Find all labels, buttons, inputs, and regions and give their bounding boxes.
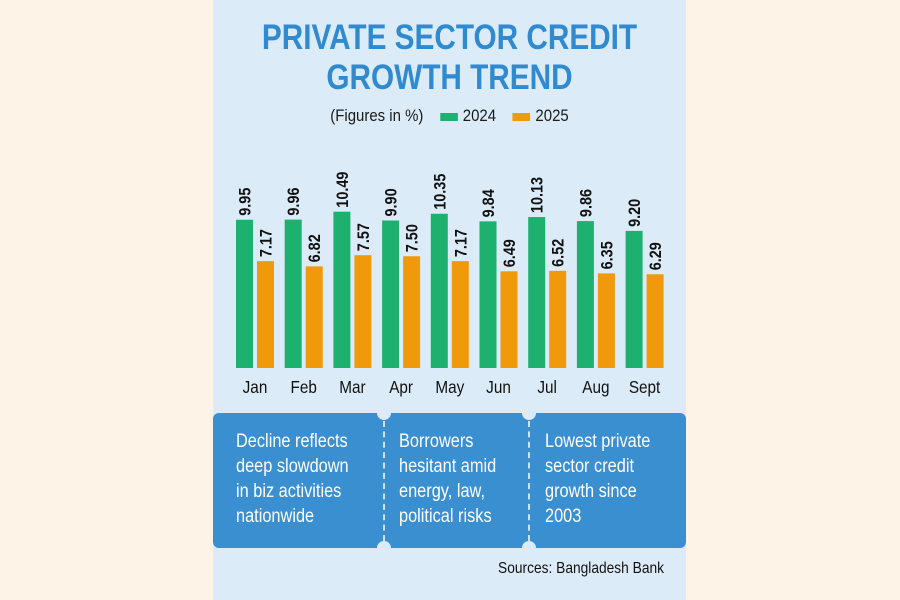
- bar-2025-Sept: [646, 274, 664, 368]
- bar-2024-Jul: [528, 217, 546, 368]
- data-label-2024-May: 10.35: [431, 173, 449, 209]
- legend-label-2024: 2024: [462, 106, 497, 125]
- data-label-2025-Jan: 7.17: [257, 229, 275, 257]
- data-label-2025-May: 7.17: [452, 229, 470, 257]
- x-tick-label: Jun: [486, 377, 511, 397]
- x-tick-label: Jan: [243, 377, 268, 397]
- bar-2025-May: [451, 261, 469, 368]
- bar-2025-Jan: [257, 261, 274, 368]
- bar-2024-Feb: [284, 219, 302, 368]
- bar-chart: 9.957.17Jan9.966.82Feb10.497.57Mar9.907.…: [236, 171, 665, 397]
- data-label-2024-Mar: 10.49: [334, 171, 352, 207]
- bar-2025-Jun: [500, 271, 518, 368]
- data-label-2024-Jun: 9.84: [480, 189, 498, 217]
- notch: [522, 541, 536, 555]
- notch: [522, 406, 536, 420]
- x-tick-label: Jul: [537, 377, 557, 397]
- data-label-2024-Sept: 9.20: [626, 199, 644, 227]
- divider: [528, 421, 530, 541]
- bar-2024-Sept: [625, 230, 643, 368]
- notch: [377, 541, 391, 555]
- x-tick-label: Feb: [291, 377, 317, 397]
- info-box: Decline reflects deep slowdown in biz ac…: [213, 406, 686, 555]
- data-label-2024-Apr: 9.90: [383, 188, 401, 216]
- data-label-2025-Mar: 7.57: [355, 223, 373, 251]
- notch: [377, 406, 391, 420]
- legend-label-2025: 2025: [535, 106, 569, 125]
- figures-note: (Figures in %): [330, 106, 424, 125]
- infographic-panel: PRIVATE SECTOR CREDIT GROWTH TREND (Figu…: [213, 0, 686, 600]
- data-label-2025-Feb: 6.82: [306, 234, 324, 262]
- data-label-2024-Jul: 10.13: [529, 177, 547, 213]
- data-label-2024-Aug: 9.86: [577, 189, 595, 217]
- x-tick-label: Sept: [629, 377, 661, 397]
- note-2: Borrowers hesitant amid energy, law, pol…: [399, 431, 497, 527]
- x-tick-label: Apr: [389, 377, 413, 397]
- bar-2025-Feb: [305, 266, 323, 368]
- source-note: Sources: Bangladesh Bank: [498, 560, 664, 577]
- chart-title-line-1: PRIVATE SECTOR CREDIT: [261, 18, 638, 57]
- data-label-2025-Sept: 6.29: [647, 242, 665, 270]
- data-label-2025-Aug: 6.35: [598, 241, 616, 269]
- legend-swatch-2025: [512, 112, 531, 121]
- x-tick-label: Aug: [582, 377, 609, 397]
- bar-2024-Jun: [479, 221, 497, 368]
- x-tick-label: Mar: [339, 377, 366, 397]
- legend-swatch-2024: [439, 112, 458, 121]
- legend: (Figures in %) 2024 2025: [241, 106, 657, 126]
- bar-2024-Aug: [576, 221, 594, 368]
- bar-2024-May: [430, 213, 448, 368]
- bar-2025-Mar: [354, 255, 372, 368]
- chart-title-line-2: GROWTH TREND: [326, 58, 573, 97]
- bar-2025-Jul: [549, 270, 567, 368]
- note-3: Lowest private sector credit growth sinc…: [545, 431, 651, 527]
- data-label-2025-Jul: 6.52: [550, 239, 568, 267]
- note-1: Decline reflects deep slowdown in biz ac…: [236, 431, 349, 527]
- bar-2024-Jan: [236, 219, 253, 368]
- bar-2025-Apr: [403, 256, 421, 368]
- bar-2024-Mar: [333, 211, 351, 368]
- data-label-2024-Feb: 9.96: [285, 187, 303, 215]
- bar-2025-Aug: [597, 273, 615, 368]
- data-label-2025-Apr: 7.50: [404, 224, 422, 252]
- divider: [383, 421, 385, 541]
- data-label-2025-Jun: 6.49: [501, 239, 519, 267]
- x-tick-label: May: [435, 377, 464, 397]
- data-label-2024-Jan: 9.95: [236, 187, 254, 215]
- bar-2024-Apr: [382, 220, 400, 368]
